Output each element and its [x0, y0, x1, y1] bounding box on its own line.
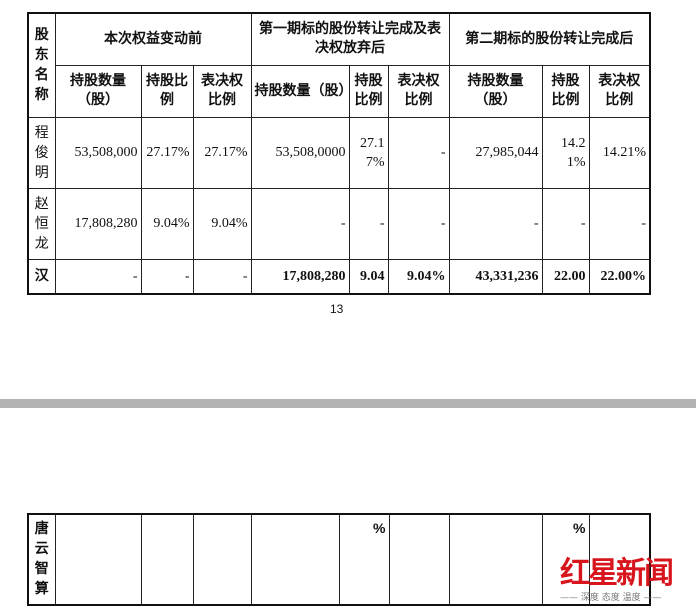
cell: - — [348, 187, 389, 260]
table-row: 程俊明 53,508,000 27.17% 27.17% 53,508,0000… — [27, 116, 651, 189]
shareholding-table: 股东名称 本次权益变动前 第一期标的股份转让完成及表决权放弃后 第二期标的股份转… — [27, 12, 652, 295]
header-shares: 持股数量（股） — [448, 64, 543, 118]
cell: - — [192, 258, 252, 295]
watermark-logo: 红星新闻 —— 深度 态度 温度 —— — [560, 548, 696, 608]
cell — [54, 513, 142, 606]
cell: - — [250, 187, 350, 260]
cell: - — [387, 116, 450, 189]
cell: - — [54, 258, 142, 295]
cell: - — [448, 187, 543, 260]
header-vote: 表决权比例 — [192, 64, 252, 118]
cell: 9.04% — [387, 258, 450, 295]
cell — [388, 513, 450, 606]
cell: 9.04% — [192, 187, 252, 260]
cell — [448, 513, 543, 606]
header-shares: 持股数量（股） — [250, 64, 353, 118]
cell: 9.04 — [348, 258, 389, 295]
header-holder: 股东名称 — [27, 12, 56, 118]
cell: 27.17% — [140, 116, 194, 189]
header-vote: 表决权比例 — [588, 64, 651, 118]
cell — [588, 513, 651, 606]
header-phase2: 第二期标的股份转让完成后 — [448, 12, 651, 66]
page-number: 13 — [330, 302, 344, 316]
cell: 27.17% — [192, 116, 252, 189]
header-shares: 持股数量（股） — [54, 64, 142, 118]
cell: 17,808,280 — [54, 187, 142, 260]
cell: 53,508,0000 — [250, 116, 350, 189]
shareholding-table-continued: 唐云智算 % % — [27, 513, 651, 606]
header-ratio: 持股比例 — [541, 64, 590, 118]
cell: 14.21% — [588, 116, 651, 189]
cell: 27,985,044 — [448, 116, 543, 189]
cell: 14.21% — [541, 116, 590, 189]
page-separator — [0, 399, 696, 408]
cell: % — [338, 513, 390, 606]
cell — [140, 513, 194, 606]
header-ratio: 持股比例 — [140, 64, 194, 118]
holder-name: 程俊明 — [27, 116, 56, 189]
cell — [250, 513, 340, 606]
cell: - — [387, 187, 450, 260]
cell — [192, 513, 252, 606]
cell: % — [541, 513, 590, 606]
logo-slogan: —— 深度 态度 温度 —— — [560, 593, 662, 603]
cell: 43,331,236 — [448, 258, 543, 295]
logo-text: 红星新闻 — [560, 556, 674, 591]
header-ratio: 持股比例 — [348, 64, 389, 118]
cell: - — [588, 187, 651, 260]
cell: 22.00% — [588, 258, 651, 295]
table-row: 汉 - - - 17,808,280 9.04 9.04% 43,331,236… — [27, 258, 651, 295]
cell: 17,808,280 — [250, 258, 350, 295]
table-row: 唐云智算 % % — [27, 513, 651, 606]
cell: 53,508,000 — [54, 116, 142, 189]
header-phase1: 第一期标的股份转让完成及表决权放弃后 — [250, 12, 450, 66]
cell: 9.04% — [140, 187, 194, 260]
header-vote: 表决权比例 — [387, 64, 450, 118]
header-before-change: 本次权益变动前 — [54, 12, 252, 66]
cell: 27.17% — [348, 116, 389, 189]
table-row: 赵恒龙 17,808,280 9.04% 9.04% - - - - - - — [27, 187, 651, 260]
cell: - — [140, 258, 194, 295]
holder-name: 汉 — [27, 258, 56, 295]
cell: 22.00 — [541, 258, 590, 295]
holder-name: 赵恒龙 — [27, 187, 56, 260]
holder-name: 唐云智算 — [27, 513, 56, 606]
cell: - — [541, 187, 590, 260]
